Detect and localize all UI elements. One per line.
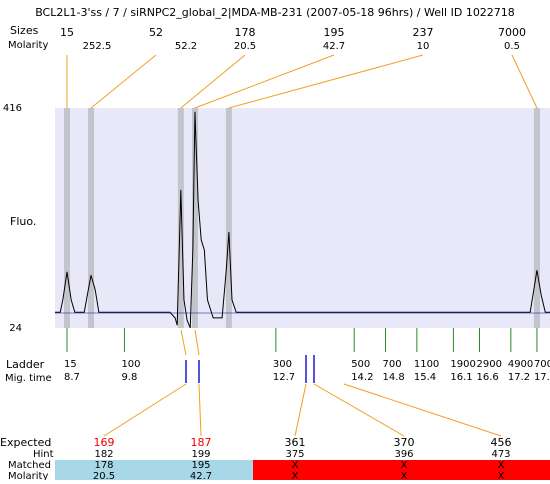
- y-label: Fluo.: [10, 215, 36, 228]
- ladder-size: 7000: [534, 359, 550, 370]
- expected-size: 169: [94, 436, 115, 449]
- hint-size: 473: [491, 449, 510, 460]
- peak-size: 195: [324, 26, 345, 39]
- size-row-label: Sizes: [10, 24, 39, 37]
- peak-band: [178, 108, 184, 328]
- hint-label: Hint: [33, 449, 54, 460]
- peak-molarity: 52.2: [175, 41, 197, 52]
- y-tick-label: 416: [3, 103, 22, 114]
- ladder-time: 9.8: [121, 372, 137, 383]
- peak-molarity: 42.7: [323, 41, 345, 52]
- peak-size: 237: [413, 26, 434, 39]
- hint-size: 396: [394, 449, 413, 460]
- matched-size: 178: [94, 460, 113, 471]
- ladder-size: 100: [121, 359, 140, 370]
- peak-size: 52: [149, 26, 163, 39]
- peak-band: [64, 108, 70, 328]
- ladder-time: 8.7: [64, 372, 80, 383]
- peak-connector: [195, 55, 334, 108]
- ladder-time: 16.1: [450, 372, 472, 383]
- hint-size: 199: [191, 449, 210, 460]
- peak-connector: [512, 55, 537, 108]
- peak-size: 178: [235, 26, 256, 39]
- matched-size: X: [292, 460, 299, 471]
- ladder-time: 15.4: [414, 372, 436, 383]
- matched-molarity: 20.5: [93, 471, 115, 480]
- matched-molarity: X: [498, 471, 505, 480]
- peak-band: [534, 108, 540, 328]
- peak-connector: [181, 55, 245, 108]
- matched-molarity: X: [292, 471, 299, 480]
- matched-size: X: [401, 460, 408, 471]
- ladder-time: 17.2: [508, 372, 530, 383]
- ladder-size: 1900: [450, 359, 475, 370]
- peak-molarity: 20.5: [234, 41, 256, 52]
- ladder-size: 4900: [508, 359, 533, 370]
- matched-label: Matched: [8, 460, 51, 471]
- peak-connector: [91, 55, 156, 108]
- ladder-size: 300: [273, 359, 292, 370]
- hint-connectors: [104, 330, 501, 436]
- peak-size: 15: [60, 26, 74, 39]
- matched-cell: [55, 460, 253, 480]
- ladder-time: 16.6: [477, 372, 499, 383]
- matched-size: 195: [191, 460, 210, 471]
- matched-molarity: X: [401, 471, 408, 480]
- ladder-time: 14.8: [383, 372, 405, 383]
- expected-label: Expected: [0, 436, 51, 449]
- matched-molarity: 42.7: [190, 471, 212, 480]
- peak-molarity: 10: [417, 41, 430, 52]
- ladder-size: 500: [351, 359, 370, 370]
- expected-size: 187: [191, 436, 212, 449]
- expected-size: 370: [394, 436, 415, 449]
- hint-size: 375: [285, 449, 304, 460]
- peak-size: 7000: [498, 26, 526, 39]
- ladder-size: 2900: [477, 359, 502, 370]
- peak-connector: [229, 55, 423, 108]
- peak-molarity: 0.5: [504, 41, 520, 52]
- molarity-label: Molarity: [8, 471, 48, 480]
- ladder-size: 1100: [414, 359, 439, 370]
- ladder-time: 12.7: [273, 372, 295, 383]
- hint-size: 182: [94, 449, 113, 460]
- ladder-size: 15: [64, 359, 77, 370]
- ladder-time: 17.7: [534, 372, 550, 383]
- y-tick-label: 24: [9, 323, 22, 334]
- ladder-label: Ladder: [6, 358, 45, 371]
- expected-size: 456: [491, 436, 512, 449]
- plot-area: [55, 108, 550, 328]
- matched-size: X: [498, 460, 505, 471]
- peak-molarity: 252.5: [83, 41, 112, 52]
- title: BCL2L1-3'ss / 7 / siRNPC2_global_2|MDA-M…: [35, 6, 515, 19]
- expected-size: 361: [285, 436, 306, 449]
- peak-band: [226, 108, 232, 328]
- molarity-row-label: Molarity: [8, 40, 48, 51]
- ladder-time: 14.2: [351, 372, 373, 383]
- time-label: Mig. time: [5, 373, 52, 384]
- peak-band: [88, 108, 94, 328]
- ladder-size: 700: [383, 359, 402, 370]
